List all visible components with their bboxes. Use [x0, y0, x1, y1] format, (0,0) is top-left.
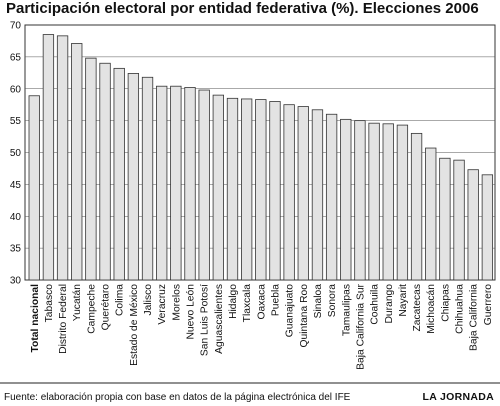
- bar-colima: [113, 67, 125, 281]
- y-tick-label: 40: [10, 212, 22, 223]
- bar-campeche: [85, 57, 97, 281]
- bar-tabasco: [42, 34, 55, 281]
- category-label: Estado de México: [129, 284, 140, 366]
- category-label: Querétaro: [101, 284, 112, 331]
- category-label: Guanajuato: [285, 284, 296, 338]
- bar-distrito-federal: [56, 35, 69, 281]
- bar-guanajuato: [283, 104, 295, 281]
- category-label: Coahuila: [370, 284, 381, 325]
- category-label: Veracruz: [157, 284, 168, 325]
- category-label: Tabasco: [44, 284, 55, 323]
- y-tick-label: 55: [10, 116, 22, 127]
- category-label: Yucatán: [72, 284, 83, 321]
- category-labels: Total nacional Tabasco Distrito Federal Yuc…: [30, 283, 494, 369]
- category-label: Baja California Sur: [355, 283, 366, 369]
- y-tick-label: 70: [10, 21, 22, 32]
- category-label: Baja California: [469, 284, 480, 351]
- bar-nayarit: [396, 124, 409, 281]
- category-label: Puebla: [270, 284, 281, 316]
- bar-sinaloa: [311, 109, 324, 281]
- bar-san-luis-potos-: [198, 89, 210, 281]
- y-tick-label: 35: [10, 244, 22, 255]
- bar-jalisco: [141, 76, 154, 281]
- credit-label: LA JORNADA: [423, 391, 495, 403]
- category-label: Durango: [384, 284, 395, 324]
- category-label: San Luis Potosí: [200, 284, 211, 356]
- bar-chihuahua: [453, 159, 465, 281]
- bar-total-nacional: [28, 95, 40, 281]
- category-label: Tlaxcala: [242, 284, 253, 323]
- bar-oaxaca: [255, 99, 267, 281]
- source-note: Fuente: elaboración propia con base en d…: [4, 392, 351, 403]
- y-tick-label: 30: [10, 276, 22, 287]
- category-label: Total nacional: [30, 284, 41, 353]
- category-label: Distrito Federal: [58, 284, 69, 354]
- category-label: Sonora: [327, 284, 338, 317]
- category-label: Oaxaca: [256, 284, 267, 320]
- bar-chiapas: [439, 157, 451, 281]
- bar-hidalgo: [226, 97, 239, 281]
- category-label: Sinaloa: [313, 284, 324, 319]
- category-label: Quintana Roo: [299, 284, 310, 348]
- category-label: Michoacán: [426, 284, 437, 334]
- y-tick-label: 65: [10, 52, 22, 63]
- bar-tlaxcala: [240, 98, 253, 281]
- category-label: Jalisco: [143, 284, 154, 316]
- bar-zacatecas: [410, 132, 423, 281]
- category-label: Campeche: [86, 284, 97, 334]
- category-label: Aguascalientes: [214, 284, 225, 354]
- bar-durango: [382, 123, 394, 281]
- y-tick-label: 45: [10, 180, 22, 191]
- bar-baja-california-sur: [354, 120, 366, 281]
- bar-estado-de-m-xico: [127, 73, 140, 281]
- bar-guerrero: [481, 174, 494, 281]
- y-axis-ticks: 30 35 40 45 50 55 60 65 70: [10, 21, 22, 287]
- bar-yucat-n: [71, 43, 83, 281]
- bar-morelos: [170, 85, 182, 281]
- bar-nuevo-le-n: [184, 87, 196, 281]
- bar-tamaulipas: [340, 118, 352, 281]
- category-label: Hidalgo: [228, 284, 239, 319]
- category-label: Chiapas: [440, 284, 451, 322]
- category-label: Zacatecas: [412, 284, 423, 332]
- bar-quintana-roo: [297, 106, 309, 281]
- category-label: Nayarit: [398, 284, 409, 317]
- bars: [28, 34, 494, 281]
- bar-michoac-n: [425, 147, 437, 281]
- bar-coahuila: [368, 122, 380, 281]
- category-label: Colima: [115, 284, 126, 316]
- bar-quer-taro: [99, 62, 111, 281]
- bar-puebla: [269, 101, 281, 281]
- category-label: Tamaulipas: [341, 284, 352, 336]
- y-tick-label: 50: [10, 148, 22, 159]
- category-label: Guerrero: [483, 284, 494, 325]
- chart-title: Participación electoral por entidad fede…: [6, 0, 479, 17]
- bar-sonora: [325, 113, 338, 281]
- category-label: Chihuahua: [455, 284, 466, 334]
- bar-veracruz: [156, 85, 168, 281]
- bar-aguascalientes: [212, 94, 224, 281]
- category-label: Nuevo León: [186, 284, 197, 340]
- bar-baja-california: [467, 169, 479, 281]
- y-tick-label: 60: [10, 84, 22, 95]
- category-label: Morelos: [171, 284, 182, 321]
